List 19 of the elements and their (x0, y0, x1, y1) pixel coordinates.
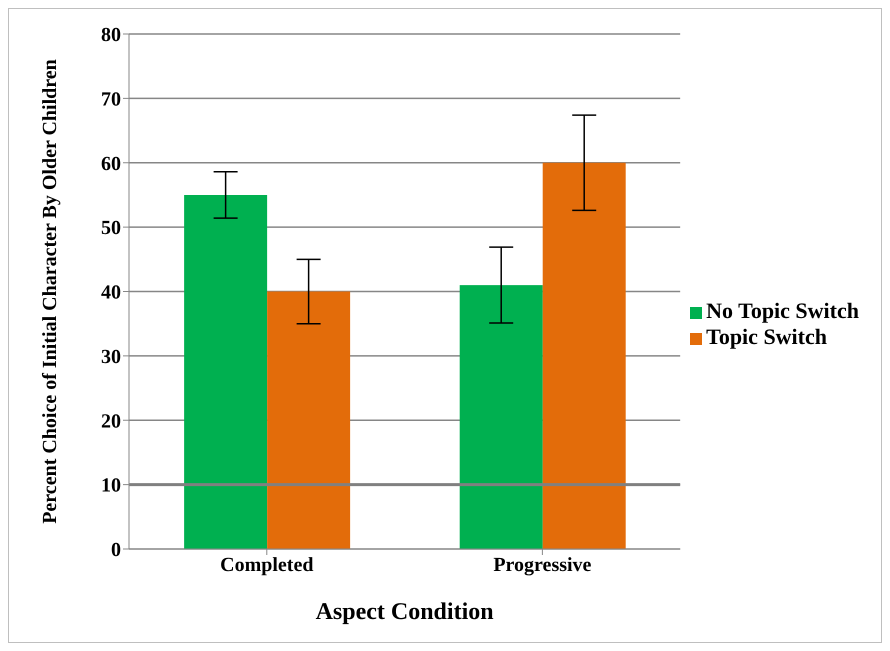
y-tick-label: 0 (111, 539, 121, 562)
y-tick-label: 60 (101, 152, 121, 175)
x-axis-title: Aspect Condition (316, 599, 494, 625)
bar (267, 292, 350, 549)
legend-label: No Topic Switch (706, 298, 859, 323)
y-tick-label: 20 (101, 410, 121, 432)
y-tick-label: 70 (101, 88, 121, 110)
y-tick-label: 80 (101, 24, 121, 46)
x-tick-label: Completed (220, 554, 314, 576)
y-axis-title: Percent Choice of Initial Character By Older Children (39, 59, 62, 524)
x-tick-label: Progressive (493, 554, 592, 576)
y-tick-label: 50 (101, 217, 121, 240)
bar (542, 162, 626, 549)
bar (184, 194, 268, 549)
y-tick-label: 40 (101, 282, 121, 304)
bar (460, 285, 543, 549)
y-tick-label: 30 (101, 346, 121, 368)
y-tick-label: 10 (101, 474, 121, 497)
legend-label: Topic Switch (706, 324, 827, 349)
